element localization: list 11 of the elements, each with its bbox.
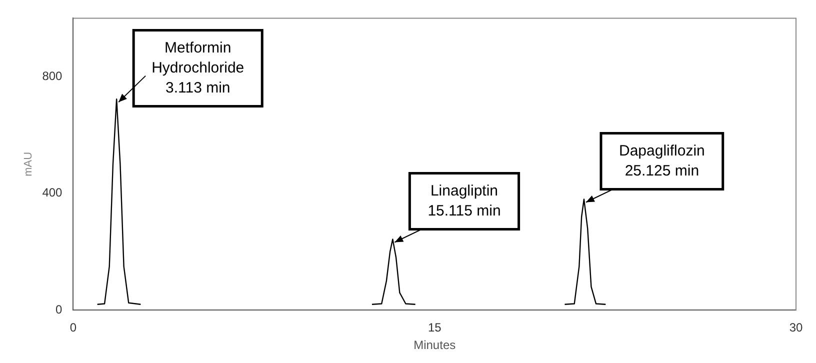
annotation: Linagliptin 15.115 min — [428, 182, 501, 220]
y-axis-title: mAU — [22, 152, 35, 176]
y-tick-label: 800 — [42, 68, 63, 83]
annotation: Metformin Hydrochloride 3.113 min — [152, 39, 244, 96]
x-tick-label: 30 — [789, 320, 803, 335]
x-tick-label: 0 — [70, 320, 77, 335]
y-tick-label: 400 — [42, 186, 63, 200]
x-axis-title: Minutes — [414, 338, 456, 352]
x-tick-label: 15 — [428, 320, 442, 335]
y-tick-label: 0 — [56, 302, 63, 317]
annotation: Dapagliflozin 25.125 min — [618, 142, 705, 180]
